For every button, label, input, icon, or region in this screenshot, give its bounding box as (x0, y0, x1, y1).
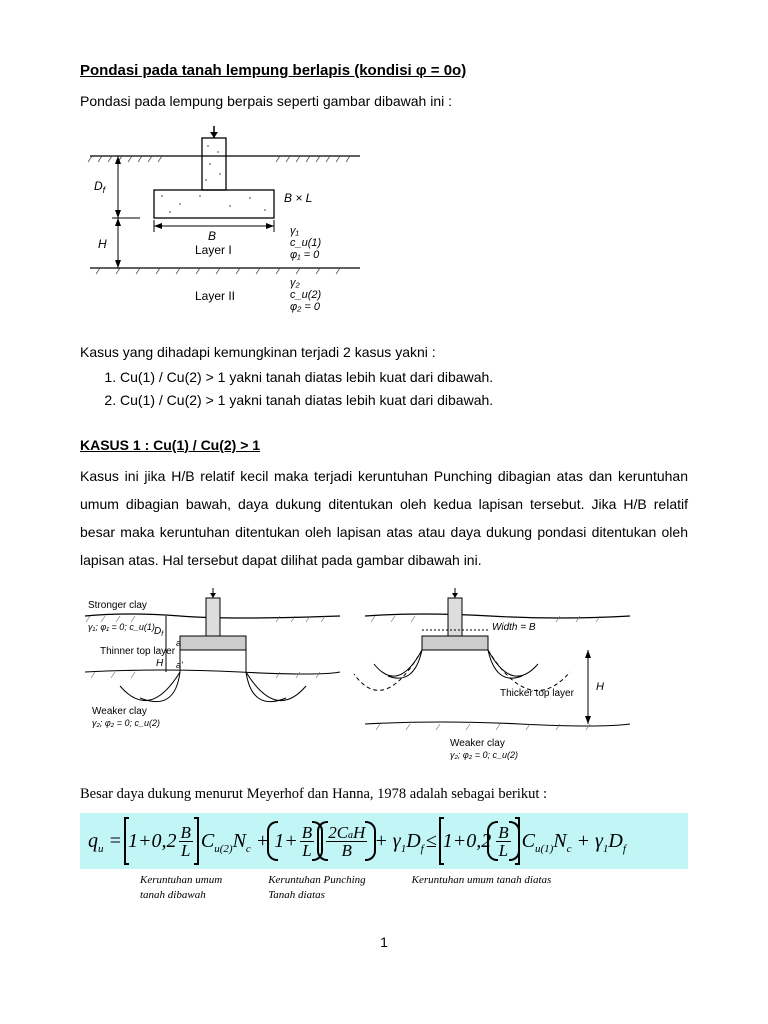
equation-intro: Besar daya dukung menurut Meyerhof dan H… (80, 784, 688, 806)
svg-text:Thinner top layer: Thinner top layer (100, 646, 176, 657)
svg-text:B: B (208, 229, 216, 243)
cases-list: Cu(1) / Cu(2) > 1 yakni tanah diatas leb… (100, 367, 688, 411)
svg-text:B × L: B × L (284, 191, 312, 205)
kasus-1-heading: KASUS 1 : Cu(1) / Cu(2) > 1 (80, 435, 688, 456)
svg-text:Layer I: Layer I (195, 243, 232, 257)
svg-text:Layer II: Layer II (195, 289, 235, 303)
svg-text:Thicker top layer: Thicker top layer (500, 688, 575, 699)
svg-text:γ₁: γ₁ (290, 225, 300, 237)
page-number: 1 (80, 932, 688, 953)
eq-label: Keruntuhan PunchingTanah diatas (268, 873, 365, 902)
svg-text:Stronger clay: Stronger clay (88, 600, 147, 611)
subtitle: Pondasi pada lempung berpais seperti gam… (80, 91, 688, 112)
svg-text:H: H (596, 681, 604, 693)
svg-text:Weaker clay: Weaker clay (92, 706, 147, 717)
svg-text:Df: Df (154, 626, 164, 638)
svg-text:φ₂ = 0: φ₂ = 0 (290, 301, 321, 313)
svg-text:γ₂; φ₂ = 0; c_u(2): γ₂; φ₂ = 0; c_u(2) (450, 750, 518, 760)
svg-text:φ₁ = 0: φ₁ = 0 (290, 249, 320, 261)
svg-text:a: a (176, 638, 181, 648)
figure-1: B × L B Df H (80, 124, 688, 330)
case-item: Cu(1) / Cu(2) > 1 yakni tanah diatas leb… (120, 367, 688, 388)
svg-text:Df: Df (94, 179, 107, 195)
case-item: Cu(1) / Cu(2) > 1 yakni tanah diatas leb… (120, 390, 688, 411)
cases-intro: Kasus yang dihadapi kemungkinan terjadi … (80, 342, 688, 363)
svg-text:H: H (98, 237, 107, 251)
svg-text:γ₂; φ₂ = 0; c_u(2): γ₂; φ₂ = 0; c_u(2) (92, 718, 160, 728)
equation-labels: Keruntuhan umumtanah dibawah Keruntuhan … (80, 873, 688, 902)
svg-text:Weaker clay: Weaker clay (450, 738, 505, 749)
svg-text:γ₂: γ₂ (290, 277, 301, 289)
eq-label: Keruntuhan umum tanah diatas (412, 873, 552, 902)
svg-text:c_u(2): c_u(2) (290, 289, 322, 301)
svg-text:c_u(1): c_u(1) (290, 237, 322, 249)
svg-text:H: H (156, 658, 164, 669)
page-title: Pondasi pada tanah lempung berlapis (kon… (80, 60, 688, 83)
kasus-1-body: Kasus ini jika H/B relatif kecil maka te… (80, 462, 688, 574)
svg-text:γ₁; φ₁ = 0; c_u(1): γ₁; φ₁ = 0; c_u(1) (88, 622, 155, 632)
equation: qu = 1+0,2 BL Cu(2)Nc + 1+ BL 2CaHB + γ1… (80, 813, 688, 869)
svg-text:Width = B: Width = B (492, 622, 536, 633)
eq-label: Keruntuhan umumtanah dibawah (140, 873, 222, 902)
figure-2: Stronger clay γ₁; φ₁ = 0; c_u(1) a a' Df… (80, 586, 688, 772)
